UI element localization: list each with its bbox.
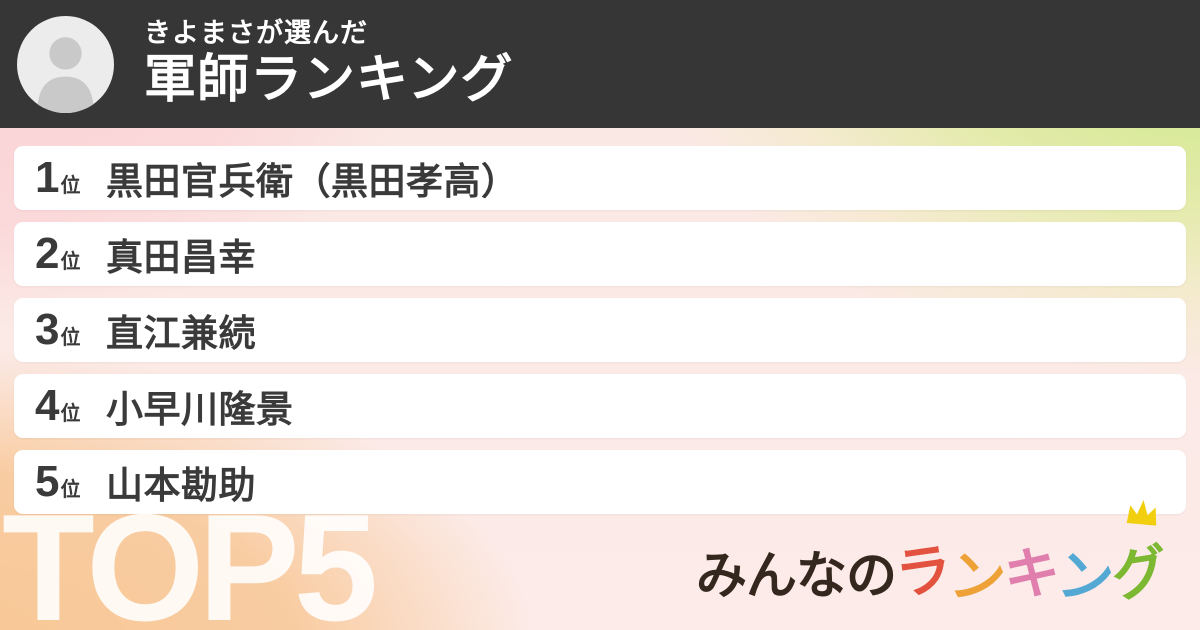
rank-suffix: 位 bbox=[60, 175, 81, 197]
crown-icon bbox=[1126, 500, 1157, 526]
rank-suffix: 位 bbox=[60, 251, 81, 273]
header-bar: きよまさが選んだ 軍師ランキング bbox=[0, 0, 1200, 128]
rank-suffix: 位 bbox=[60, 327, 81, 349]
rank-badge: 3 位 bbox=[35, 308, 93, 352]
rank-badge: 2 位 bbox=[35, 232, 93, 276]
rank-number: 4 bbox=[35, 381, 60, 430]
rank-number: 1 bbox=[35, 153, 60, 202]
ranking-row-5: 5 位 山本勘助 bbox=[14, 450, 1186, 514]
header-text: きよまさが選んだ 軍師ランキング bbox=[144, 18, 514, 109]
rank-suffix: 位 bbox=[60, 403, 81, 425]
top5-watermark: TOP5 bbox=[2, 483, 378, 630]
ranking-title: 軍師ランキング bbox=[144, 50, 514, 109]
ranked-item-name: 山本勘助 bbox=[106, 465, 256, 506]
rank-badge: 1 位 bbox=[35, 156, 93, 200]
logo-prefix-text: みんなの bbox=[695, 547, 897, 604]
ranking-author-subtitle: きよまさが選んだ bbox=[144, 18, 368, 49]
ranking-row-3: 3 位 直江兼続 bbox=[14, 298, 1186, 362]
ranked-item-name: 小早川隆景 bbox=[106, 389, 294, 430]
ranking-row-2: 2 位 真田昌幸 bbox=[14, 222, 1186, 286]
rank-suffix: 位 bbox=[60, 479, 81, 501]
ranking-row-4: 4 位 小早川隆景 bbox=[14, 374, 1186, 438]
rank-number: 5 bbox=[35, 457, 60, 506]
logo-char: キ bbox=[1002, 540, 1060, 607]
rank-number: 3 bbox=[35, 305, 60, 354]
rank-badge: 5 位 bbox=[35, 460, 93, 504]
logo-char: ン bbox=[946, 543, 1007, 612]
ranking-list: 1 位 黒田官兵衛（黒田孝高） 2 位 真田昌幸 3 位 直江兼続 4 位 bbox=[14, 146, 1186, 526]
ranking-row-1: 1 位 黒田官兵衛（黒田孝高） bbox=[14, 146, 1186, 210]
ranked-item-name: 直江兼続 bbox=[106, 313, 256, 354]
logo-char: グ bbox=[1107, 500, 1171, 609]
logo-char: ン bbox=[1053, 542, 1116, 613]
ranked-item-name: 黒田官兵衛（黒田孝高） bbox=[106, 161, 519, 202]
person-avatar-icon bbox=[17, 15, 114, 113]
minna-no-ranking-logo: みんなの ラ ン キ ン グ bbox=[695, 500, 1171, 613]
rank-badge: 4 位 bbox=[35, 384, 93, 428]
logo-char: ラ bbox=[891, 536, 954, 607]
rank-number: 2 bbox=[35, 229, 60, 278]
ranked-item-name: 真田昌幸 bbox=[106, 237, 256, 278]
